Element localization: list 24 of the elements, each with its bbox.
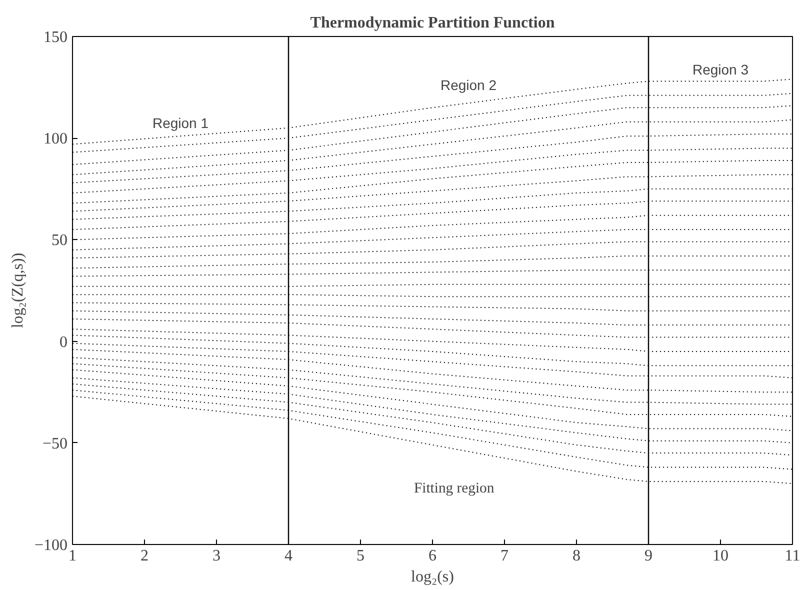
x-tick-label: 5 [356, 548, 364, 564]
y-tick-label: 100 [44, 130, 68, 148]
chart-title: Thermodynamic Partition Function [310, 14, 555, 32]
annotation: Region 3 [692, 62, 749, 78]
y-tick-label: 150 [44, 29, 68, 46]
y-tick-label: −100 [34, 537, 68, 554]
annotation: Region 2 [440, 76, 497, 93]
x-tick-label: 7 [500, 548, 508, 564]
x-tick-label: 2 [140, 548, 148, 564]
x-tick-label: 10 [712, 548, 728, 564]
x-tick-label: 11 [784, 548, 800, 564]
y-tick-label: −50 [42, 435, 68, 452]
annotation: Fitting region [414, 480, 495, 497]
x-tick-label: 3 [212, 548, 220, 564]
y-tick-label: 0 [60, 334, 68, 351]
x-tick-label: 9 [644, 548, 652, 564]
x-tick-label: 8 [572, 548, 580, 564]
x-tick-label: 1 [68, 548, 76, 564]
annotation: Region 1 [152, 114, 209, 131]
y-tick-label: 50 [52, 232, 68, 250]
x-axis-title: log₂(s) [411, 568, 454, 586]
y-axis-title: log₂(Z(q,s)) [9, 252, 26, 328]
x-tick-label: 4 [284, 548, 292, 564]
x-tick-label: 6 [428, 548, 436, 564]
